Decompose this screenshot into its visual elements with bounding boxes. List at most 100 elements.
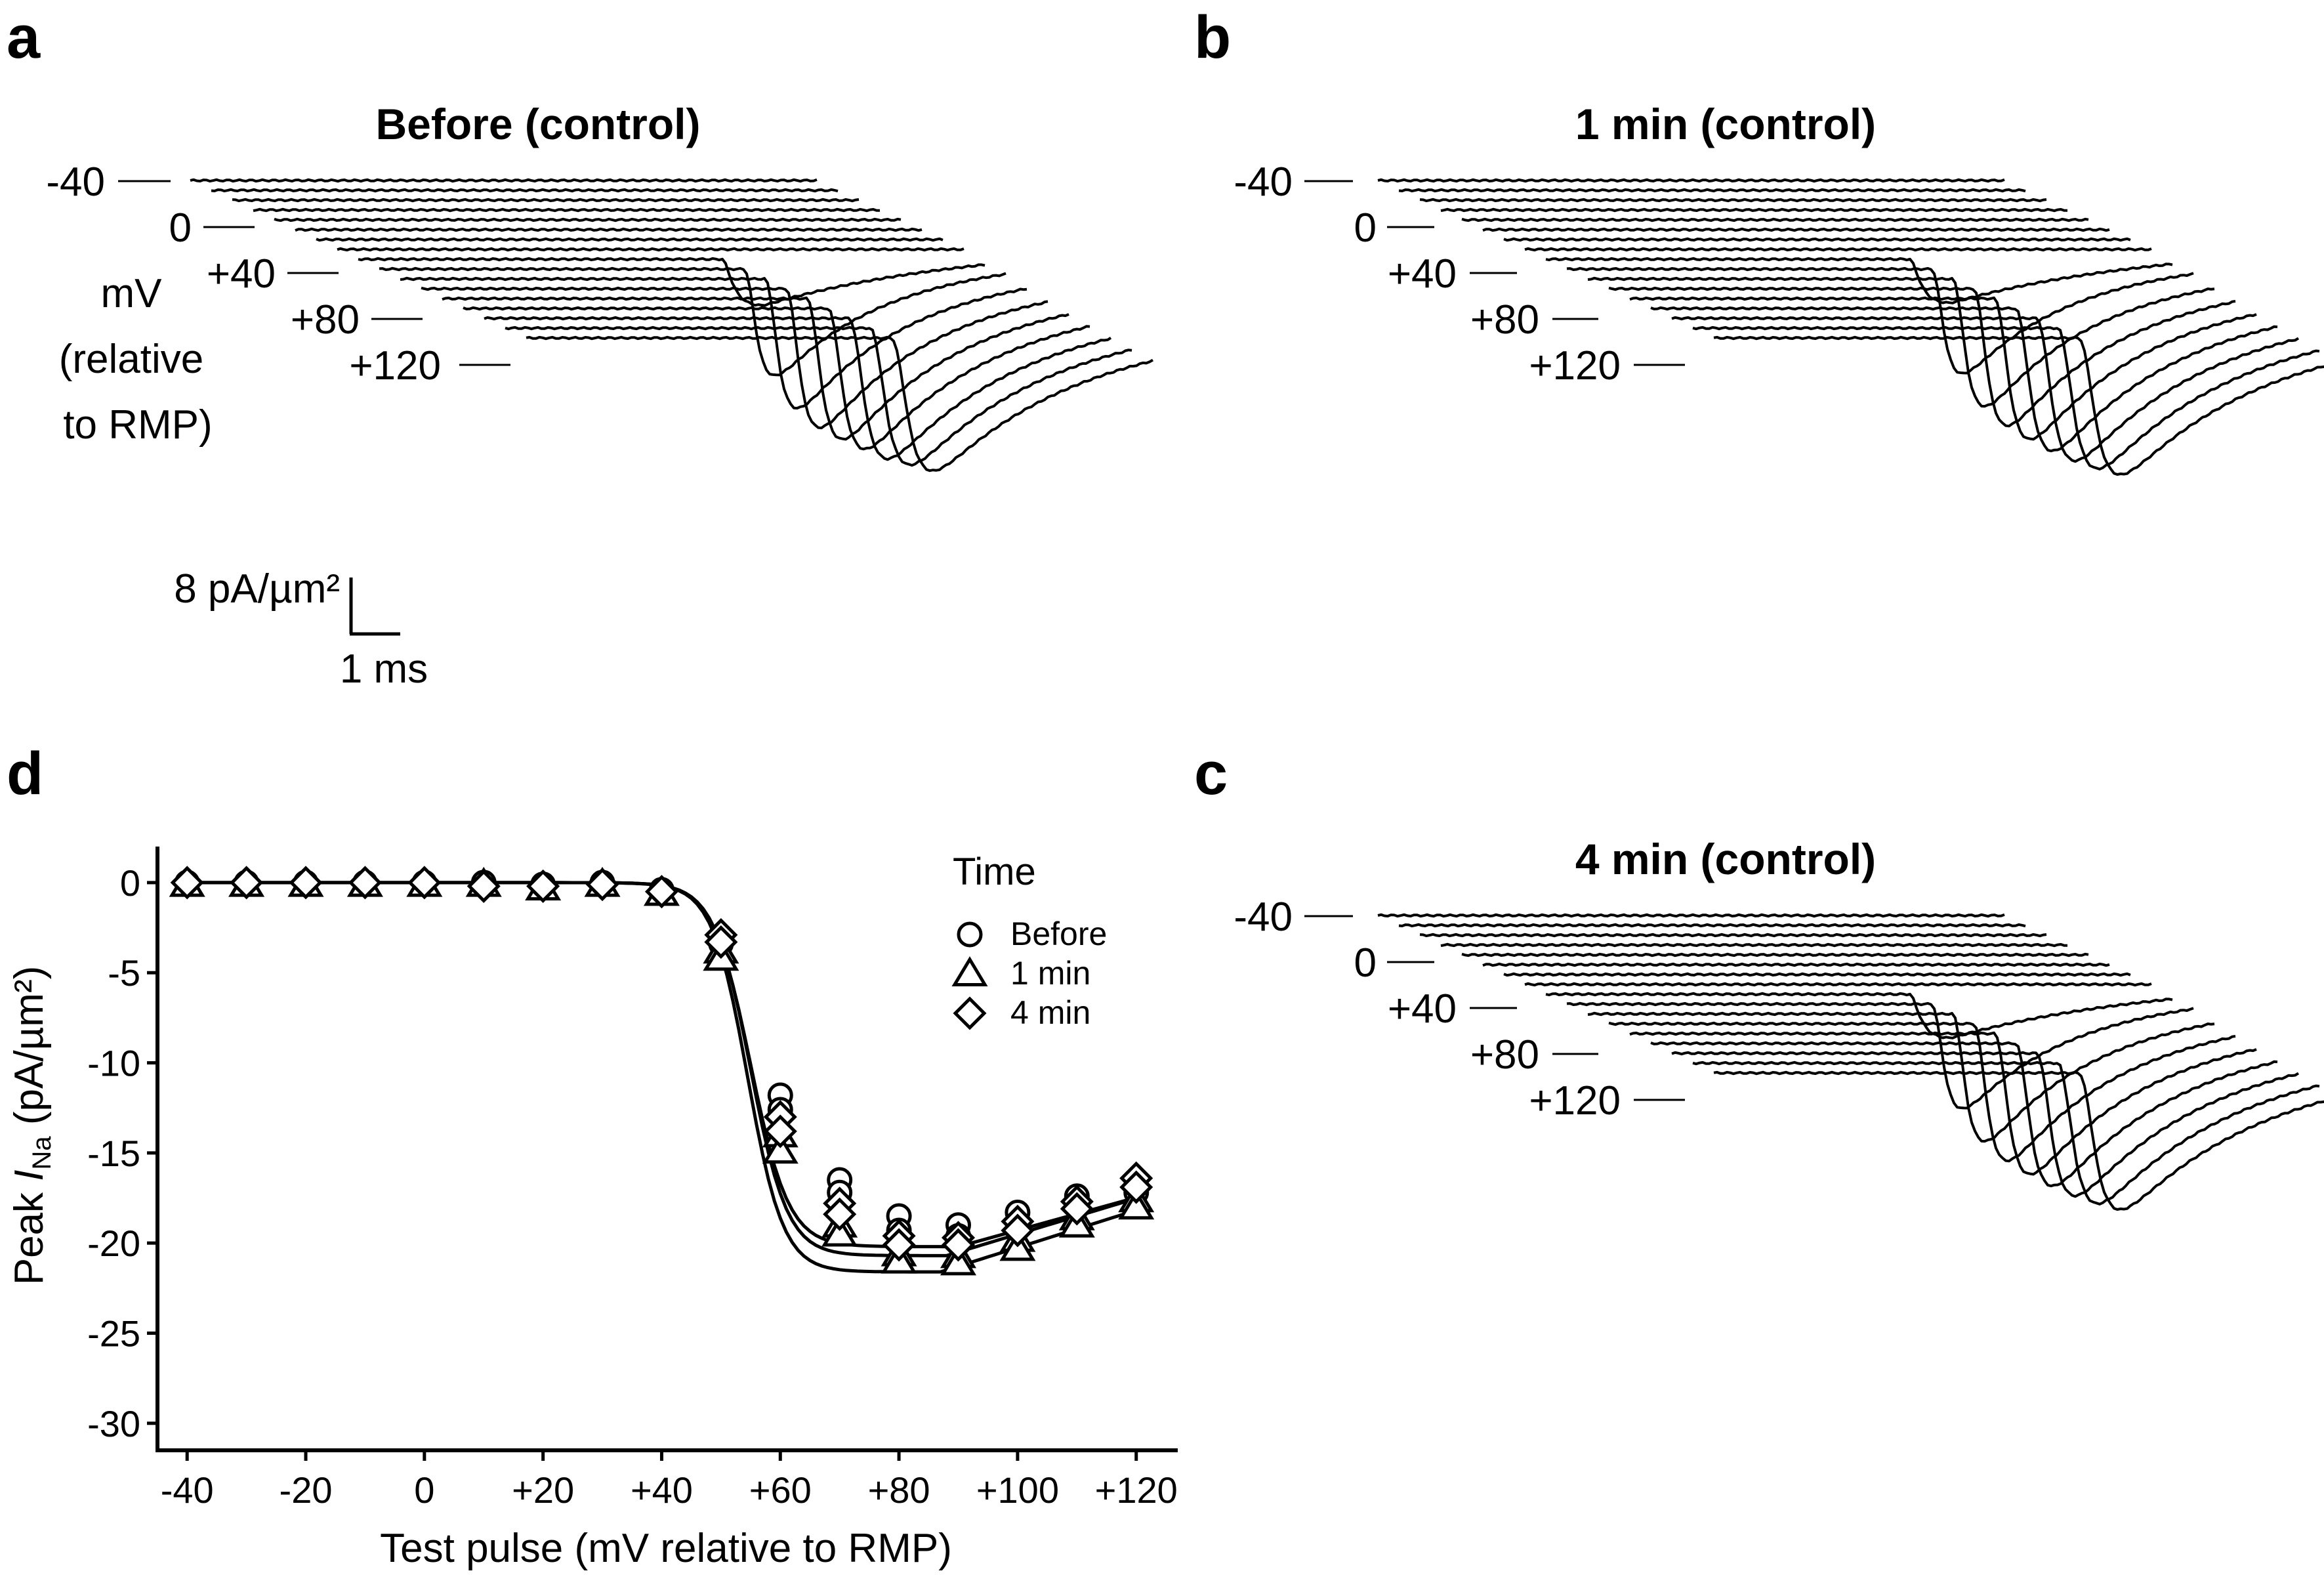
legend-label-before: Before bbox=[1010, 915, 1107, 952]
x-tick-label: +80 bbox=[868, 1469, 930, 1511]
data-point-triangle bbox=[1118, 1189, 1155, 1220]
current-trace bbox=[379, 266, 1006, 377]
current-trace bbox=[1503, 972, 2131, 977]
current-trace bbox=[421, 286, 1048, 430]
legend-title: Time bbox=[953, 850, 1036, 893]
current-trace bbox=[1461, 217, 2089, 222]
current-trace bbox=[1650, 306, 2278, 453]
current-trace bbox=[1671, 1051, 2300, 1198]
voltage-label: +40 bbox=[1388, 986, 1457, 1032]
legend-label-4min: 4 min bbox=[1010, 994, 1090, 1031]
data-point-diamond bbox=[823, 1197, 857, 1231]
data-point-diamond bbox=[704, 925, 738, 959]
current-trace bbox=[358, 257, 986, 307]
current-trace bbox=[1608, 286, 2236, 428]
legend-marker-circle bbox=[957, 921, 983, 948]
x-tick-label: +100 bbox=[976, 1469, 1059, 1511]
y-axis-title-suffix: (pA/µm²) bbox=[7, 966, 52, 1137]
x-tick-label: +20 bbox=[512, 1469, 574, 1511]
panel-a-title: Before (control) bbox=[376, 100, 701, 148]
current-trace bbox=[337, 247, 965, 252]
current-trace bbox=[295, 227, 923, 232]
voltage-label: -40 bbox=[46, 159, 105, 205]
voltage-label: +80 bbox=[291, 297, 360, 343]
current-trace bbox=[1461, 952, 2089, 957]
current-trace bbox=[232, 198, 860, 203]
data-point-triangle bbox=[762, 1133, 799, 1164]
data-point-diamond bbox=[526, 869, 560, 903]
y-tick-label: -5 bbox=[108, 952, 140, 994]
voltage-label: +40 bbox=[1388, 251, 1457, 297]
current-trace bbox=[1377, 178, 2005, 183]
y-tick-label: -15 bbox=[87, 1133, 140, 1174]
y-tick-label: -10 bbox=[87, 1043, 140, 1084]
current-trace bbox=[1482, 227, 2110, 232]
panel-b-title: 1 min (control) bbox=[1575, 100, 1876, 148]
fit-curve-1-min bbox=[187, 881, 1137, 1274]
current-trace bbox=[316, 237, 944, 242]
unit-line: (relative bbox=[59, 337, 204, 382]
legend-marker-diamond bbox=[953, 996, 987, 1030]
current-trace bbox=[1587, 276, 2215, 408]
data-points bbox=[169, 866, 1155, 1276]
unit-line: mV bbox=[101, 271, 163, 316]
current-trace bbox=[253, 207, 881, 213]
chart-legend: Time Before 1 min 4 min bbox=[951, 850, 1107, 1031]
legend-marker-triangle bbox=[951, 956, 988, 986]
fit-curve-before bbox=[187, 881, 1137, 1249]
voltage-label: +80 bbox=[1470, 1032, 1539, 1078]
data-point-diamond bbox=[1119, 1170, 1153, 1204]
scale-bar: 8 pA/µm² 1 ms bbox=[174, 566, 428, 692]
current-trace bbox=[190, 178, 818, 183]
y-tick-label: -20 bbox=[87, 1223, 140, 1264]
data-point-diamond bbox=[644, 875, 678, 909]
current-trace bbox=[1713, 335, 2324, 476]
panel-letter-d: d bbox=[7, 740, 43, 807]
panel-c-title: 4 min (control) bbox=[1575, 835, 1876, 883]
data-point-diamond bbox=[289, 866, 323, 900]
data-point-diamond bbox=[348, 866, 382, 900]
current-trace bbox=[1398, 188, 2026, 193]
fit-curve-4-min bbox=[187, 881, 1137, 1257]
x-tick-label: -40 bbox=[161, 1469, 214, 1511]
data-point-diamond bbox=[170, 866, 204, 900]
fit-curves bbox=[187, 881, 1137, 1274]
data-point-diamond bbox=[941, 1228, 976, 1262]
x-tick-label: +60 bbox=[749, 1469, 812, 1511]
data-point-diamond bbox=[1001, 1213, 1035, 1248]
voltage-label: +80 bbox=[1470, 297, 1539, 343]
current-trace bbox=[1545, 257, 2173, 304]
data-point-diamond bbox=[763, 1114, 797, 1148]
scale-bar-x-label: 1 ms bbox=[340, 646, 428, 692]
panel-c-traces bbox=[1377, 913, 2324, 1211]
current-trace bbox=[463, 306, 1090, 451]
current-trace bbox=[1587, 1011, 2215, 1143]
current-trace bbox=[1692, 326, 2320, 471]
voltage-label: +120 bbox=[349, 343, 441, 388]
current-trace bbox=[1524, 982, 2152, 987]
current-trace bbox=[1650, 1041, 2278, 1188]
data-point-diamond bbox=[882, 1228, 916, 1262]
voltage-label: +120 bbox=[1529, 1078, 1621, 1124]
voltage-unit-label: mV (relative to RMP) bbox=[59, 271, 213, 448]
iv-chart: 0 -5 -10 -15 -20 -25 -30 -40 -20 0 +20 +40 +60 +80 +10… bbox=[7, 847, 1178, 1571]
panel-letter-c: c bbox=[1194, 740, 1228, 807]
current-trace bbox=[211, 188, 839, 193]
data-point-diamond bbox=[467, 869, 501, 903]
current-trace bbox=[1608, 1021, 2236, 1163]
current-trace bbox=[1419, 198, 2047, 203]
x-tick-label: 0 bbox=[414, 1469, 434, 1511]
chart-axes: 0 -5 -10 -15 -20 -25 -30 -40 -20 0 +20 +40 +60 +80 +10… bbox=[87, 847, 1178, 1511]
current-trace bbox=[1629, 1031, 2257, 1176]
current-trace bbox=[505, 326, 1132, 467]
panel-letter-b: b bbox=[1194, 4, 1231, 71]
data-point-diamond bbox=[230, 866, 264, 900]
current-trace bbox=[1377, 913, 2005, 918]
y-tick-label: -30 bbox=[87, 1403, 140, 1444]
current-trace bbox=[1566, 1001, 2194, 1110]
x-tick-label: +120 bbox=[1095, 1469, 1178, 1511]
voltage-label: 0 bbox=[1354, 205, 1377, 251]
current-trace bbox=[526, 335, 1153, 472]
panel-b-voltage-labels: -40 0 +40 +80 +120 bbox=[1234, 159, 1685, 388]
